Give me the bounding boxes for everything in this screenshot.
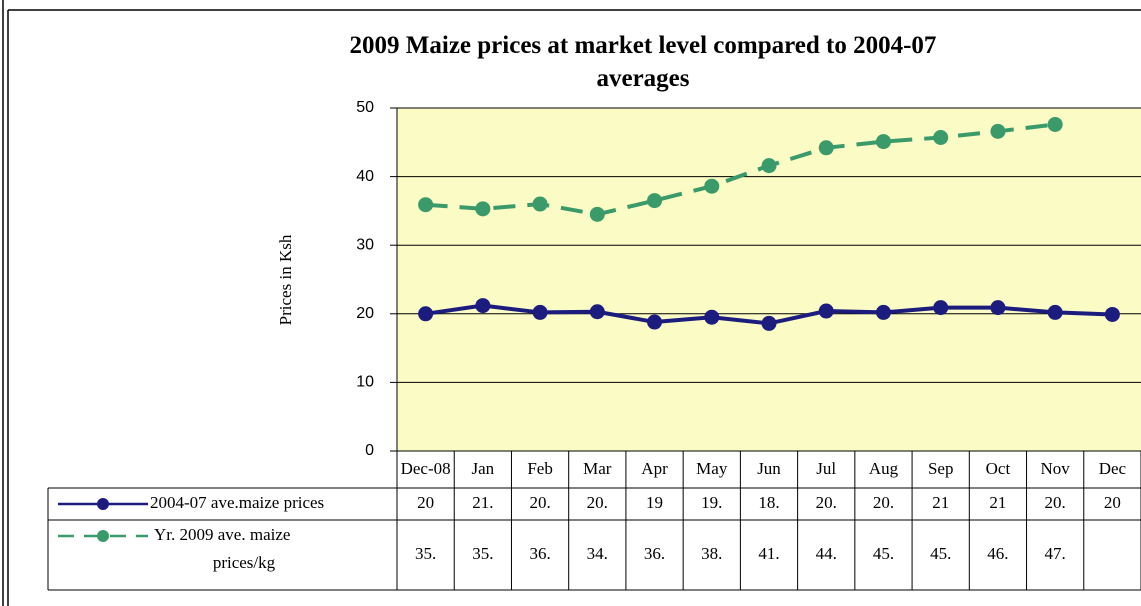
table-value: 41. xyxy=(758,544,779,563)
table-value: 35. xyxy=(472,544,493,563)
data-point xyxy=(1047,116,1063,132)
data-point xyxy=(818,303,834,319)
x-tick-label: Dec xyxy=(1099,459,1127,478)
data-point xyxy=(418,197,434,213)
y-tick-label: 0 xyxy=(365,442,374,459)
table-value: 36. xyxy=(644,544,665,563)
data-point xyxy=(933,129,949,145)
x-tick-label: Oct xyxy=(986,459,1011,478)
data-point xyxy=(761,158,777,174)
x-tick-label: Jan xyxy=(472,459,495,478)
data-point xyxy=(990,300,1006,316)
table-value: 20. xyxy=(529,493,550,512)
title-line: averages xyxy=(596,65,689,92)
table-value: 35. xyxy=(415,544,436,563)
table-value: 45. xyxy=(873,544,894,563)
data-point xyxy=(418,306,434,322)
title-line: 2009 Maize prices at market level compar… xyxy=(350,32,937,59)
data-point xyxy=(875,304,891,320)
x-tick-label: Jun xyxy=(757,459,781,478)
legend-marker xyxy=(97,498,109,510)
data-point xyxy=(589,304,605,320)
data-point xyxy=(761,315,777,331)
data-point xyxy=(532,304,548,320)
table-value: 21. xyxy=(472,493,493,512)
legend-label-line: Yr. 2009 ave. maize xyxy=(154,525,290,544)
data-point xyxy=(475,201,491,217)
table-value: 21 xyxy=(989,493,1006,512)
y-tick-label: 40 xyxy=(356,168,374,185)
data-point xyxy=(818,140,834,156)
y-axis-title: Prices in Ksh xyxy=(276,234,295,325)
data-point xyxy=(1104,306,1120,322)
table-value: 46. xyxy=(987,544,1008,563)
table-value: 44. xyxy=(816,544,837,563)
table-value: 20. xyxy=(816,493,837,512)
x-tick-label: Mar xyxy=(583,459,612,478)
table-value: 20 xyxy=(1104,493,1121,512)
x-tick-label: Nov xyxy=(1041,459,1071,478)
table-value: 45. xyxy=(930,544,951,563)
table-value: 19. xyxy=(701,493,722,512)
y-tick-label: 30 xyxy=(356,236,374,253)
x-tick-label: Feb xyxy=(527,459,553,478)
legend-label-line: prices/kg xyxy=(213,553,276,572)
table-value: 20. xyxy=(587,493,608,512)
table-value: 34. xyxy=(587,544,608,563)
x-tick-label: Sep xyxy=(928,459,954,478)
data-point xyxy=(990,123,1006,139)
table-value: 19 xyxy=(646,493,663,512)
x-tick-label: Apr xyxy=(641,459,668,478)
y-tick-label: 20 xyxy=(356,305,374,322)
x-tick-label: Aug xyxy=(869,459,899,478)
data-point xyxy=(875,134,891,150)
data-point xyxy=(647,193,663,209)
table-value: 38. xyxy=(701,544,722,563)
y-tick-label: 50 xyxy=(356,99,374,116)
table-value: 36. xyxy=(529,544,550,563)
data-point xyxy=(589,206,605,222)
table-value: 47. xyxy=(1045,544,1066,563)
legend-label: 2004-07 ave.maize prices xyxy=(150,493,324,512)
table-value: 21 xyxy=(932,493,949,512)
y-tick-label: 10 xyxy=(356,374,374,391)
table-value: 20 xyxy=(417,493,434,512)
table-value: 20. xyxy=(1045,493,1066,512)
series-line xyxy=(425,122,1056,217)
x-tick-label: May xyxy=(696,459,728,478)
data-point xyxy=(647,314,663,330)
data-point xyxy=(532,196,548,212)
chart-title: 2009 Maize prices at market level compar… xyxy=(350,32,937,92)
x-tick-label: Dec-08 xyxy=(401,459,451,478)
table-value: 20. xyxy=(873,493,894,512)
data-point xyxy=(704,178,720,194)
data-point xyxy=(933,300,949,316)
data-point xyxy=(1047,304,1063,320)
legend-marker xyxy=(97,530,109,542)
legend-label: Yr. 2009 ave. maize prices/kg xyxy=(154,525,290,572)
x-tick-label: Jul xyxy=(816,459,836,478)
table-value: 18. xyxy=(758,493,779,512)
data-point xyxy=(475,298,491,314)
data-point xyxy=(704,309,720,325)
